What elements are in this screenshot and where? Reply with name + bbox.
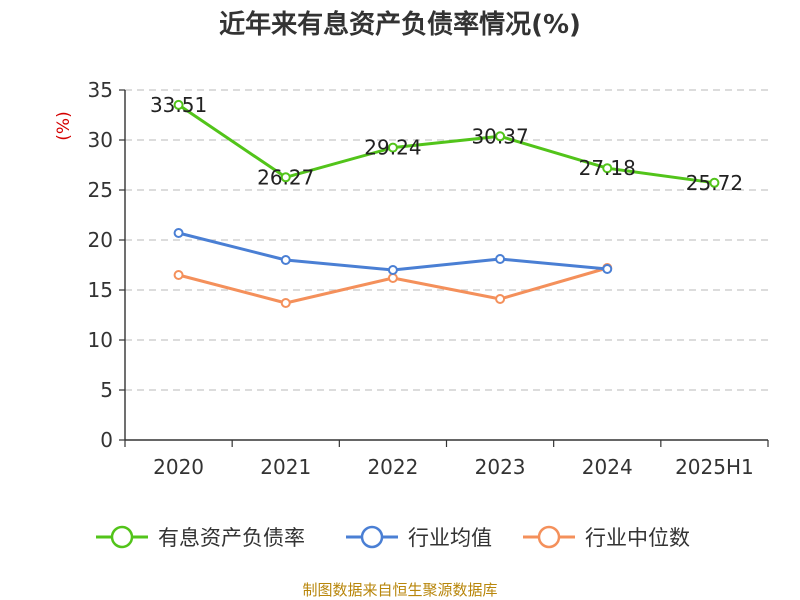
y-axis-unit: (%) <box>54 111 74 140</box>
data-point <box>280 298 291 308</box>
source-note: 制图数据来自恒生聚源数据库 <box>302 581 497 599</box>
data-point <box>495 294 506 304</box>
series-line <box>177 103 715 185</box>
data-label: 25.72 <box>686 171 743 195</box>
y-tick-label: 30 <box>88 128 113 152</box>
legend: 有息资产负债率 行业均值 行业中位数 <box>96 525 690 550</box>
data-point <box>602 264 613 274</box>
data-point <box>280 255 291 265</box>
data-point <box>602 163 613 174</box>
series-line <box>178 231 608 272</box>
data-point <box>387 273 398 283</box>
data-point <box>280 172 291 183</box>
legend-marker <box>360 525 384 549</box>
data-point <box>495 254 506 264</box>
data-point <box>387 142 398 153</box>
y-tick-label: 35 <box>88 78 113 102</box>
data-point <box>709 177 720 188</box>
chart-title: 近年来有息资产负债率情况(%) <box>219 9 581 40</box>
data-label: 26.27 <box>257 165 314 189</box>
y-tick-label: 20 <box>88 228 113 252</box>
y-tick-label: 0 <box>100 428 113 452</box>
legend-marker <box>537 525 561 549</box>
legend-label: 行业中位数 <box>585 526 690 550</box>
x-tick-label: 2022 <box>367 455 418 479</box>
data-point <box>173 99 184 110</box>
data-point <box>387 265 398 275</box>
data-label: 30.37 <box>471 124 528 148</box>
series-lines <box>173 99 720 308</box>
data-labels: 33.51 26.27 29.24 30.37 27.18 25.72 <box>150 93 743 195</box>
data-label: 33.51 <box>150 93 207 117</box>
axes: 0 5 10 15 20 25 30 35 2020 2021 2022 2023 2024 2025H1 <box>88 78 769 479</box>
x-tick-label: 2023 <box>475 455 526 479</box>
data-point <box>495 131 506 142</box>
legend-label: 有息资产负债率 <box>158 526 305 550</box>
x-tick-label: 2020 <box>153 455 204 479</box>
data-point <box>173 270 184 280</box>
y-tick-label: 5 <box>100 378 113 402</box>
data-label: 29.24 <box>364 136 421 160</box>
y-tick-label: 15 <box>88 278 113 302</box>
x-tick-label: 2021 <box>260 455 311 479</box>
legend-marker <box>110 525 134 549</box>
x-tick-label: 2024 <box>582 455 633 479</box>
x-tick-label: 2025H1 <box>675 455 754 479</box>
data-label: 27.18 <box>579 156 636 180</box>
data-point <box>173 228 184 238</box>
y-tick-label: 25 <box>88 178 113 202</box>
y-tick-label: 10 <box>88 328 113 352</box>
legend-label: 行业均值 <box>408 526 492 550</box>
